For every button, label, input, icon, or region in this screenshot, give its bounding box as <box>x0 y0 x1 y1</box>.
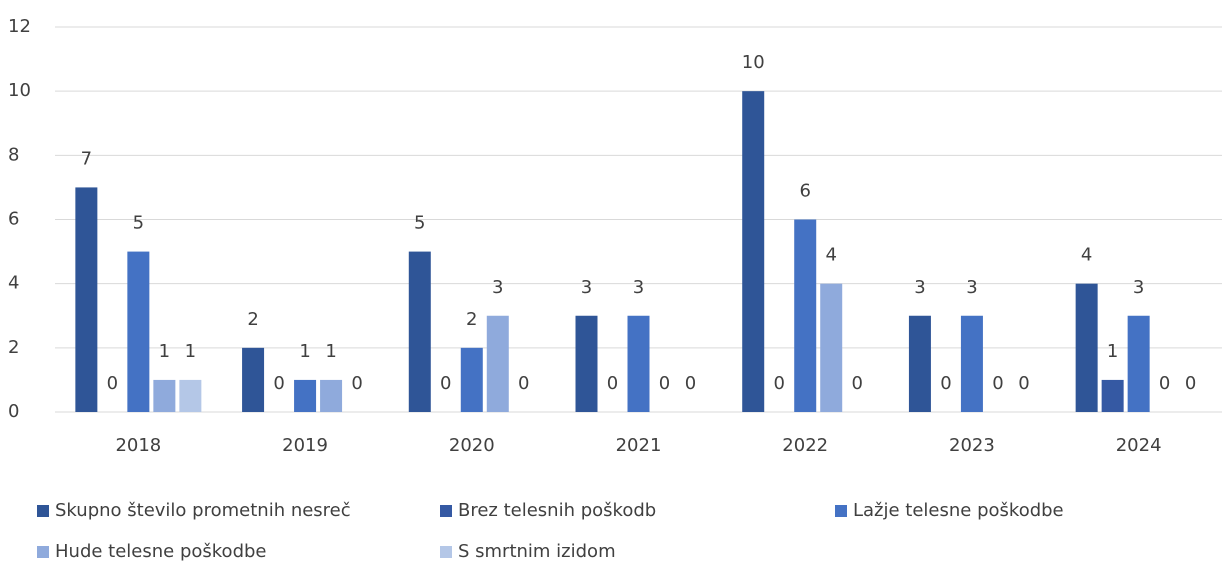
bar <box>1127 315 1150 412</box>
bar <box>794 219 817 412</box>
data-label: 1 <box>1107 341 1118 362</box>
legend-label: Brez telesnih poškodb <box>458 500 656 521</box>
bar <box>408 251 431 412</box>
bar <box>627 315 650 412</box>
data-label: 0 <box>851 373 862 394</box>
data-label: 0 <box>940 373 951 394</box>
y-tick-label: 4 <box>8 273 19 294</box>
data-label: 0 <box>1018 373 1029 394</box>
y-tick-label: 12 <box>8 16 31 37</box>
bar <box>575 315 598 412</box>
bar <box>320 379 343 412</box>
data-label: 0 <box>440 373 451 394</box>
bar <box>153 379 176 412</box>
data-label: 7 <box>81 148 92 169</box>
bar <box>294 379 317 412</box>
data-label: 0 <box>351 373 362 394</box>
data-label: 0 <box>773 373 784 394</box>
data-label: 1 <box>299 341 310 362</box>
bar <box>127 251 150 412</box>
data-label: 4 <box>1081 245 1092 266</box>
data-label: 1 <box>185 341 196 362</box>
data-label: 2 <box>247 309 258 330</box>
bar <box>908 315 931 412</box>
legend-label: Hude telesne poškodbe <box>55 541 267 562</box>
data-label: 0 <box>107 373 118 394</box>
legend-swatch <box>835 505 847 517</box>
y-tick-label: 6 <box>8 209 19 230</box>
legend-label: Lažje telesne poškodbe <box>853 500 1064 521</box>
bar <box>242 347 265 412</box>
data-label: 6 <box>799 181 810 202</box>
legend-swatch <box>440 546 452 558</box>
x-tick-label: 2018 <box>115 435 161 456</box>
data-label: 0 <box>659 373 670 394</box>
y-tick-label: 8 <box>8 144 19 165</box>
data-label: 3 <box>633 277 644 298</box>
legend-swatch <box>37 546 49 558</box>
x-tick-label: 2020 <box>449 435 495 456</box>
bar <box>460 347 483 412</box>
x-tick-label: 2022 <box>782 435 828 456</box>
data-label: 0 <box>607 373 618 394</box>
bar <box>75 187 98 412</box>
data-label: 5 <box>414 213 425 234</box>
x-tick-label: 2019 <box>282 435 328 456</box>
data-label: 3 <box>914 277 925 298</box>
data-label: 0 <box>273 373 284 394</box>
bar <box>1075 283 1098 412</box>
bar <box>742 91 765 413</box>
data-label: 0 <box>1185 373 1196 394</box>
legend-label: S smrtnim izidom <box>458 541 616 562</box>
bar <box>486 315 509 412</box>
data-label: 3 <box>1133 277 1144 298</box>
data-label: 4 <box>825 245 836 266</box>
data-label: 1 <box>159 341 170 362</box>
y-tick-label: 0 <box>8 401 19 422</box>
data-label: 0 <box>992 373 1003 394</box>
legend-swatch <box>440 505 452 517</box>
data-label: 0 <box>1159 373 1170 394</box>
data-label: 3 <box>966 277 977 298</box>
data-label: 0 <box>685 373 696 394</box>
y-tick-label: 10 <box>8 80 31 101</box>
bar <box>1101 379 1124 412</box>
data-label: 1 <box>325 341 336 362</box>
bar <box>820 283 843 412</box>
legend-swatch <box>37 505 49 517</box>
data-label: 10 <box>742 52 765 73</box>
x-tick-label: 2021 <box>616 435 662 456</box>
x-tick-label: 2024 <box>1116 435 1162 456</box>
x-tick-label: 2023 <box>949 435 995 456</box>
y-tick-label: 2 <box>8 337 19 358</box>
data-label: 2 <box>466 309 477 330</box>
data-label: 3 <box>581 277 592 298</box>
data-label: 5 <box>133 213 144 234</box>
data-label: 3 <box>492 277 503 298</box>
bar <box>179 379 202 412</box>
data-label: 0 <box>518 373 529 394</box>
legend-label: Skupno število prometnih nesreč <box>55 500 351 521</box>
bar <box>960 315 983 412</box>
